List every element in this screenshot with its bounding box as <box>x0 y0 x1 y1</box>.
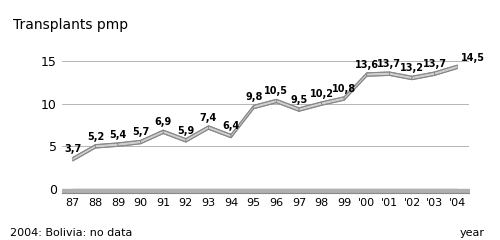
Text: 7,4: 7,4 <box>200 113 217 123</box>
Polygon shape <box>118 140 141 146</box>
Polygon shape <box>412 72 434 80</box>
Text: 3,7: 3,7 <box>64 144 82 155</box>
Text: 13,7: 13,7 <box>422 59 446 69</box>
Text: 10,2: 10,2 <box>310 89 334 99</box>
Text: 13,2: 13,2 <box>400 63 424 73</box>
Text: year: year <box>460 228 485 238</box>
Text: Transplants pmp: Transplants pmp <box>12 18 128 32</box>
Polygon shape <box>344 73 367 100</box>
Text: 5,2: 5,2 <box>87 132 104 142</box>
Polygon shape <box>186 126 208 142</box>
Polygon shape <box>254 99 276 109</box>
Polygon shape <box>434 65 457 75</box>
Polygon shape <box>140 130 164 144</box>
Polygon shape <box>73 145 96 161</box>
Text: 2004: Bolivia: no data: 2004: Bolivia: no data <box>10 228 132 238</box>
Text: 10,8: 10,8 <box>332 84 356 94</box>
Text: 5,9: 5,9 <box>177 126 194 136</box>
Polygon shape <box>96 143 118 148</box>
Polygon shape <box>208 126 231 138</box>
Text: 9,5: 9,5 <box>290 95 308 105</box>
Text: 10,5: 10,5 <box>264 86 288 96</box>
Polygon shape <box>231 105 254 138</box>
Polygon shape <box>322 97 344 105</box>
Text: 5,4: 5,4 <box>110 130 126 140</box>
Text: 6,4: 6,4 <box>222 121 240 131</box>
Polygon shape <box>276 99 299 111</box>
Text: 13,6: 13,6 <box>355 60 379 70</box>
Text: 6,9: 6,9 <box>154 117 172 127</box>
Polygon shape <box>299 102 322 111</box>
Text: 14,5: 14,5 <box>460 53 484 63</box>
Text: 9,8: 9,8 <box>245 92 262 102</box>
Text: 13,7: 13,7 <box>378 59 402 69</box>
Polygon shape <box>367 72 390 76</box>
Polygon shape <box>390 72 412 80</box>
Polygon shape <box>164 130 186 142</box>
Text: 5,7: 5,7 <box>132 127 150 137</box>
